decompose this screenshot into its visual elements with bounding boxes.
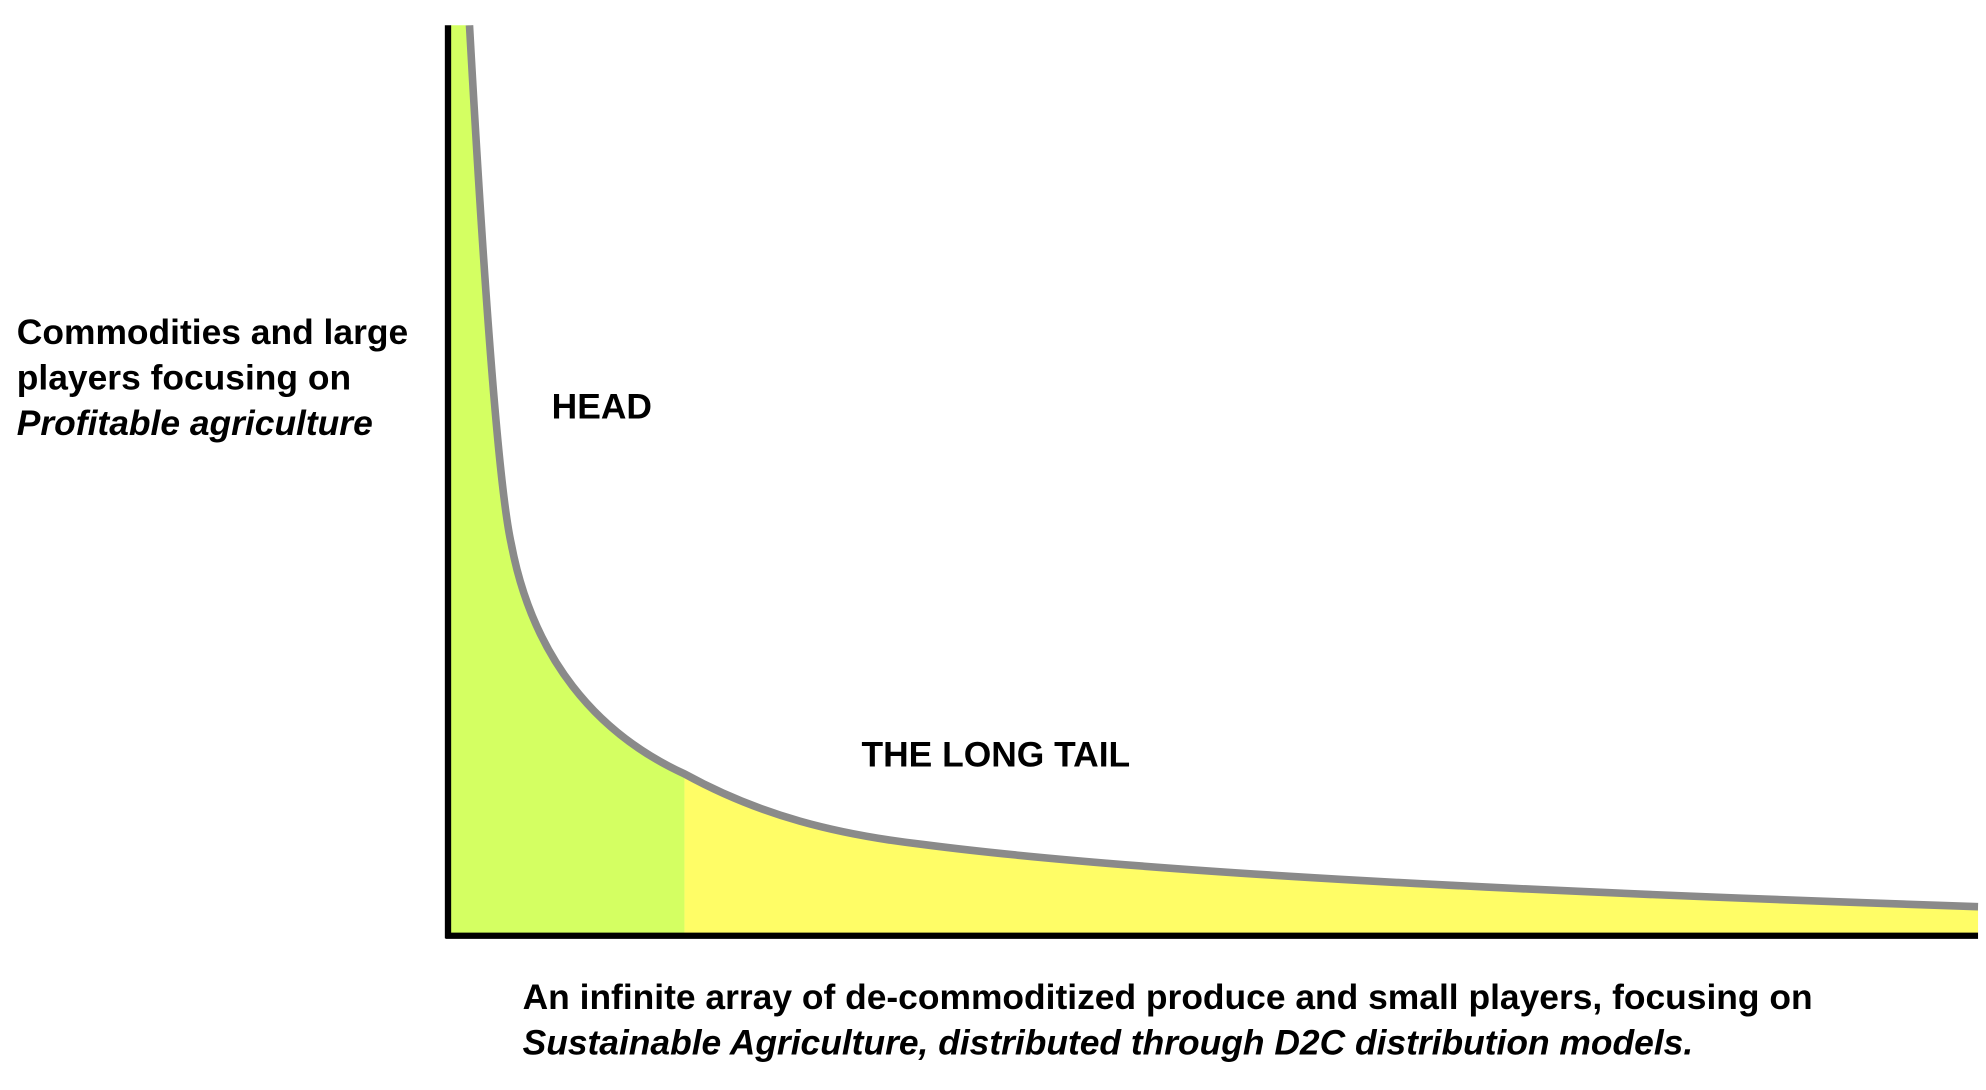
head-label: HEAD (552, 387, 652, 427)
y-label-line: Commodities and large (17, 312, 408, 352)
y-label-line: players focusing on (17, 357, 351, 397)
area (450, 25, 1979, 936)
x-label-emphasis: Sustainable Agriculture, distributed thr… (523, 1023, 1694, 1063)
y-label-emphasis: Profitable agriculture (17, 403, 373, 443)
x-label-line: An infinite array of de-commoditized pro… (523, 977, 1813, 1017)
y-label: Commodities and large players focusing o… (17, 312, 418, 443)
tail-label: THE LONG TAIL (861, 734, 1130, 774)
curve (465, 25, 1979, 911)
x-label: An infinite array of de-commoditized pro… (523, 977, 1823, 1063)
head-area (450, 25, 685, 936)
